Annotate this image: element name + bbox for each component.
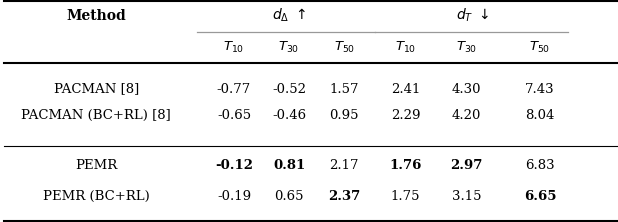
- Text: 2.17: 2.17: [329, 159, 359, 172]
- Text: $T_{50}$: $T_{50}$: [334, 40, 355, 55]
- Text: -0.77: -0.77: [217, 83, 251, 96]
- Text: -0.65: -0.65: [217, 109, 251, 122]
- Text: 4.30: 4.30: [452, 83, 481, 96]
- Text: -0.52: -0.52: [272, 83, 306, 96]
- Text: $T_{30}$: $T_{30}$: [456, 40, 477, 55]
- Text: $T_{50}$: $T_{50}$: [530, 40, 551, 55]
- Text: PEMR: PEMR: [75, 159, 117, 172]
- Text: $d_{\Delta}\ \uparrow$: $d_{\Delta}\ \uparrow$: [272, 7, 306, 24]
- Text: 0.65: 0.65: [274, 190, 304, 203]
- Text: 2.41: 2.41: [391, 83, 420, 96]
- Text: 4.20: 4.20: [452, 109, 481, 122]
- Text: 1.76: 1.76: [389, 159, 421, 172]
- Text: PEMR (BC+RL): PEMR (BC+RL): [43, 190, 150, 203]
- Text: 2.29: 2.29: [391, 109, 420, 122]
- Text: $T_{10}$: $T_{10}$: [223, 40, 245, 55]
- Text: 3.15: 3.15: [452, 190, 481, 203]
- Text: 2.97: 2.97: [451, 159, 483, 172]
- Text: 6.65: 6.65: [524, 190, 556, 203]
- Text: -0.19: -0.19: [217, 190, 251, 203]
- Text: 6.83: 6.83: [525, 159, 555, 172]
- Text: 2.37: 2.37: [328, 190, 360, 203]
- Text: Method: Method: [66, 9, 126, 23]
- Text: 0.95: 0.95: [329, 109, 359, 122]
- Text: 1.57: 1.57: [329, 83, 359, 96]
- Text: PACMAN (BC+RL) [8]: PACMAN (BC+RL) [8]: [22, 109, 171, 122]
- Text: $T_{30}$: $T_{30}$: [279, 40, 300, 55]
- Text: -0.46: -0.46: [272, 109, 306, 122]
- Text: 0.81: 0.81: [273, 159, 305, 172]
- Text: PACMAN [8]: PACMAN [8]: [54, 83, 139, 96]
- Text: 7.43: 7.43: [525, 83, 555, 96]
- Text: 1.75: 1.75: [391, 190, 420, 203]
- Text: 8.04: 8.04: [525, 109, 555, 122]
- Text: $T_{10}$: $T_{10}$: [395, 40, 416, 55]
- Text: $d_{T}\ \downarrow$: $d_{T}\ \downarrow$: [456, 7, 489, 24]
- Text: -0.12: -0.12: [215, 159, 253, 172]
